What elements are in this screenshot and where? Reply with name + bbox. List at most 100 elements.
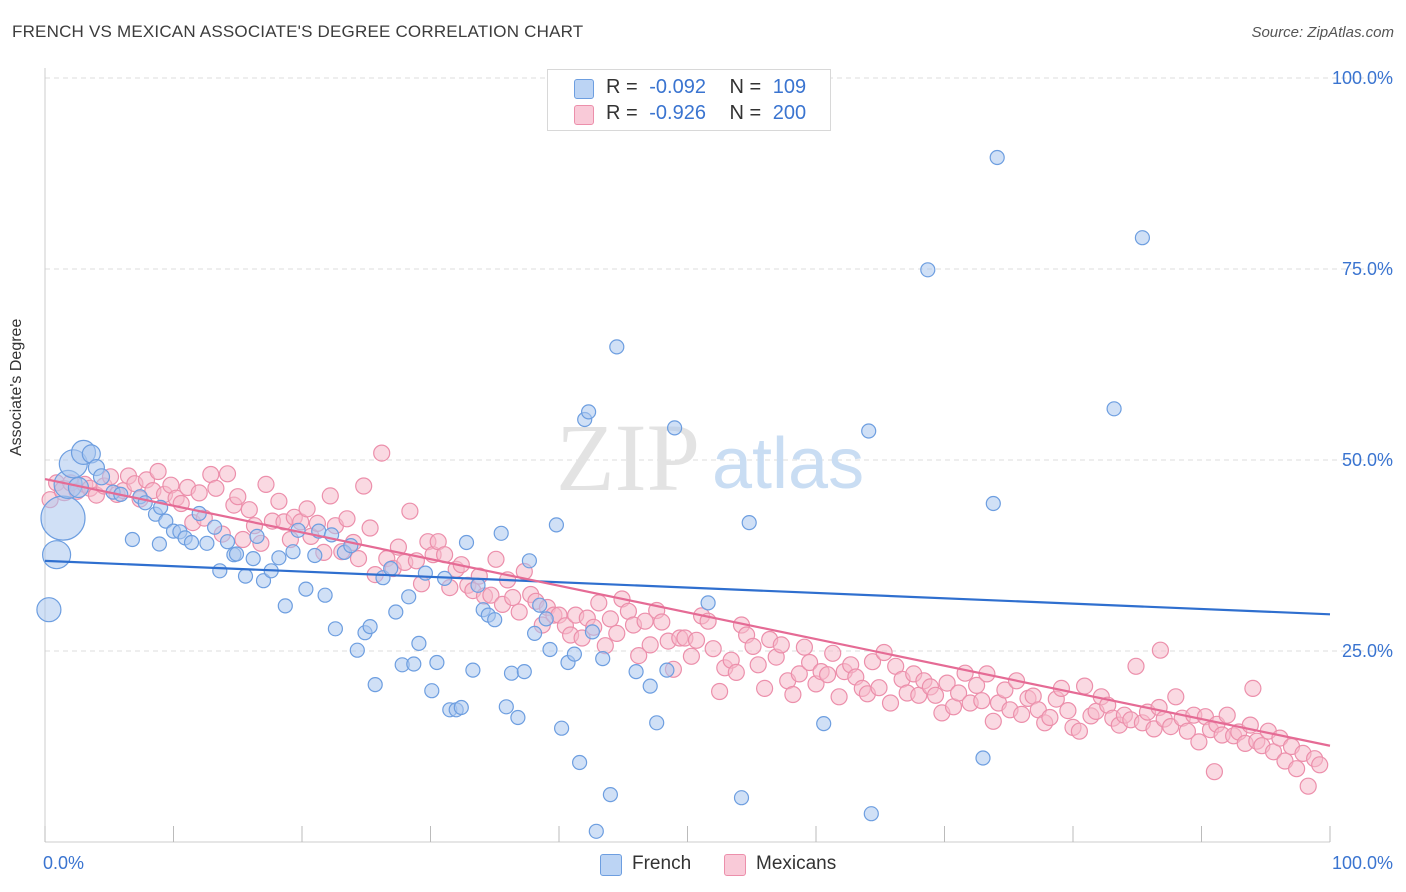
french-point-53 xyxy=(388,604,404,620)
mexican-point-43 xyxy=(298,500,316,518)
legend-row-french: R = -0.092 N = 109 xyxy=(548,75,830,103)
mexican-point-153 xyxy=(926,686,945,704)
mexican-point-179 xyxy=(1075,677,1094,695)
french-point-25 xyxy=(207,519,223,535)
source-label: Source: ZipAtlas.com xyxy=(1251,24,1394,41)
french-point-104 xyxy=(920,262,936,278)
french-point-95 xyxy=(649,715,665,731)
french-point-84 xyxy=(566,646,583,662)
french-point-76 xyxy=(521,553,538,569)
french-point-40 xyxy=(307,547,323,564)
french-point-33 xyxy=(255,573,272,589)
french-point-1 xyxy=(41,540,72,570)
y-tick-label-75: 75.0% xyxy=(1342,259,1393,279)
mexican-point-31 xyxy=(229,488,247,506)
french-point-27 xyxy=(219,534,236,550)
mexican-point-216 xyxy=(1287,760,1306,778)
french-point-109 xyxy=(1134,230,1151,246)
french-point-78 xyxy=(532,597,548,613)
mexican-point-36 xyxy=(257,475,275,493)
french-point-24 xyxy=(199,535,215,551)
mexican-point-118 xyxy=(727,663,745,682)
french-point-12 xyxy=(124,531,140,548)
french-point-87 xyxy=(580,404,597,420)
french-point-42 xyxy=(317,587,333,603)
y-tick-label-25: 25.0% xyxy=(1342,641,1393,661)
french-legend-swatch xyxy=(600,854,622,876)
mexican-point-194 xyxy=(1162,717,1180,736)
french-point-9 xyxy=(92,468,111,486)
french-point-80 xyxy=(542,641,558,658)
french-point-92 xyxy=(609,339,625,355)
french-point-44 xyxy=(327,621,343,637)
french-point-29 xyxy=(228,546,245,562)
mexican-point-95 xyxy=(596,637,614,655)
mexican-point-131 xyxy=(800,653,819,672)
mexican-point-168 xyxy=(1012,705,1031,724)
mexican-point-52 xyxy=(349,549,368,568)
french-point-55 xyxy=(401,589,417,605)
french-point-99 xyxy=(733,790,750,806)
mexican-point-103 xyxy=(641,636,659,654)
french-point-57 xyxy=(411,635,427,652)
french-point-102 xyxy=(863,806,879,822)
french-point-91 xyxy=(602,786,619,803)
mexican-point-178 xyxy=(1070,722,1089,740)
mexican-point-101 xyxy=(630,646,648,665)
french-point-49 xyxy=(362,618,378,635)
mexican-point-145 xyxy=(881,694,900,712)
french-n-label: N = xyxy=(729,76,762,98)
watermark: ZIP atlas xyxy=(556,404,864,511)
mexican-point-29 xyxy=(218,465,237,483)
mexican-point-199 xyxy=(1190,733,1208,751)
french-point-105 xyxy=(975,750,991,766)
french-point-65 xyxy=(458,534,475,551)
french-point-70 xyxy=(487,612,503,628)
y-tick-label-100: 100.0% xyxy=(1332,68,1393,88)
french-point-2 xyxy=(40,495,86,541)
mexican-point-122 xyxy=(749,656,767,674)
french-point-108 xyxy=(1106,401,1122,417)
mexican-point-79 xyxy=(504,588,522,607)
mexican-point-47 xyxy=(321,487,339,505)
chart-title: FRENCH VS MEXICAN ASSOCIATE'S DEGREE COR… xyxy=(12,22,584,41)
mexican-point-222 xyxy=(1151,641,1170,659)
correlation-legend: R = -0.092 N = 109 R = -0.926 N = 200 xyxy=(547,69,831,131)
mexican-point-143 xyxy=(870,679,888,697)
french-point-35 xyxy=(271,550,287,566)
mexican-point-220 xyxy=(1311,756,1329,774)
mexican-trend-line xyxy=(44,478,1331,747)
french-legend-label: French xyxy=(632,853,692,874)
french-point-31 xyxy=(245,550,261,567)
french-point-74 xyxy=(510,709,526,726)
french-point-93 xyxy=(628,663,644,680)
french-point-89 xyxy=(588,823,604,839)
french-point-30 xyxy=(237,568,254,584)
mexican-point-157 xyxy=(949,684,968,702)
french-point-103 xyxy=(861,423,877,439)
mexican-point-75 xyxy=(482,586,500,604)
french-point-75 xyxy=(516,663,532,680)
mexican-n-value: 200 xyxy=(772,102,807,124)
french-point-88 xyxy=(584,624,601,640)
mexican-point-204 xyxy=(1218,706,1236,724)
mexican-point-102 xyxy=(636,612,654,630)
mexican-point-129 xyxy=(790,665,808,683)
mexican-point-80 xyxy=(510,603,528,621)
french-point-73 xyxy=(503,665,520,681)
mexican-point-155 xyxy=(938,674,956,692)
watermark-atlas: atlas xyxy=(712,424,864,504)
french-n-value: 109 xyxy=(772,76,807,98)
mexican-n-label: N = xyxy=(729,102,762,124)
french-point-36 xyxy=(277,598,293,614)
mexican-point-126 xyxy=(772,636,790,654)
french-point-90 xyxy=(595,650,611,667)
legend-row-mexicans: R = -0.926 N = 200 xyxy=(548,101,830,129)
french-point-39 xyxy=(298,581,314,597)
mexican-point-221 xyxy=(1205,763,1224,781)
french-point-17 xyxy=(151,536,167,552)
mexican-swatch xyxy=(574,105,594,125)
french-point-23 xyxy=(191,505,207,522)
mexican-point-94 xyxy=(590,594,608,612)
